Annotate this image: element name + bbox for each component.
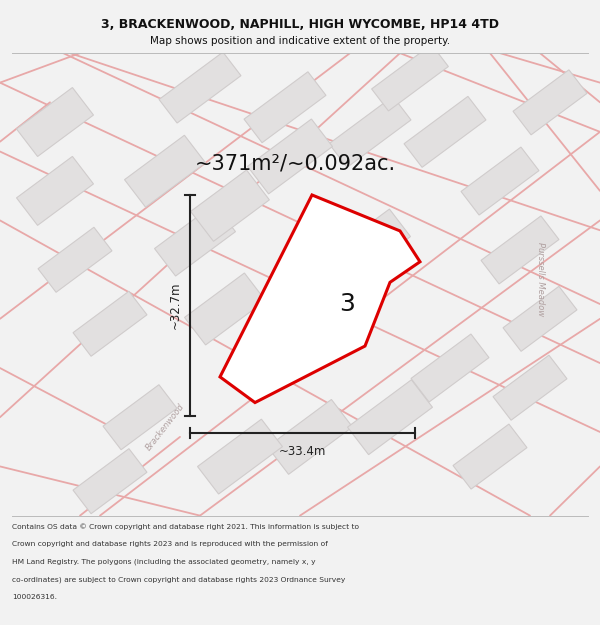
Polygon shape [197,419,283,494]
Text: ~32.7m: ~32.7m [169,282,182,329]
Polygon shape [461,147,539,215]
Polygon shape [244,72,326,142]
Text: Purssells Meadow: Purssells Meadow [536,242,545,317]
Polygon shape [17,156,94,226]
Polygon shape [191,170,269,241]
Polygon shape [453,424,527,489]
Polygon shape [38,228,112,292]
Polygon shape [73,449,147,514]
Polygon shape [329,96,411,168]
Text: Crown copyright and database rights 2023 and is reproduced with the permission o: Crown copyright and database rights 2023… [12,541,328,548]
Text: ~33.4m: ~33.4m [279,445,326,458]
Polygon shape [125,135,205,207]
Polygon shape [268,399,352,474]
Text: 3: 3 [340,292,355,316]
Polygon shape [493,355,567,420]
Polygon shape [329,209,410,281]
Polygon shape [411,334,489,402]
Polygon shape [73,291,147,356]
Polygon shape [185,273,265,345]
Text: Brackenwood: Brackenwood [144,402,186,452]
Text: 100026316.: 100026316. [12,594,57,600]
Polygon shape [503,286,577,351]
Text: Map shows position and indicative extent of the property.: Map shows position and indicative extent… [150,36,450,46]
Text: HM Land Registry. The polygons (including the associated geometry, namely x, y: HM Land Registry. The polygons (includin… [12,559,316,565]
Polygon shape [347,380,433,454]
Text: co-ordinates) are subject to Crown copyright and database rights 2023 Ordnance S: co-ordinates) are subject to Crown copyr… [12,576,346,582]
Polygon shape [17,88,94,156]
Polygon shape [159,52,241,123]
Polygon shape [404,96,486,168]
Text: 3, BRACKENWOOD, NAPHILL, HIGH WYCOMBE, HP14 4TD: 3, BRACKENWOOD, NAPHILL, HIGH WYCOMBE, H… [101,19,499,31]
Text: Contains OS data © Crown copyright and database right 2021. This information is : Contains OS data © Crown copyright and d… [12,524,359,531]
Polygon shape [248,119,332,194]
Polygon shape [513,70,587,135]
Polygon shape [481,216,559,284]
Polygon shape [220,195,420,402]
Polygon shape [103,385,177,450]
Text: ~371m²/~0.092ac.: ~371m²/~0.092ac. [194,153,395,173]
Polygon shape [155,204,235,276]
Polygon shape [371,44,448,111]
